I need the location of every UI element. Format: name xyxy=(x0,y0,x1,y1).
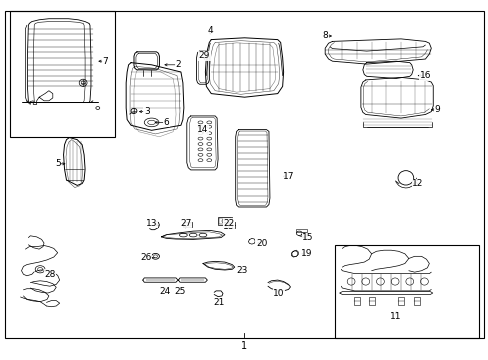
Text: 15: 15 xyxy=(302,233,313,242)
Text: 17: 17 xyxy=(282,172,294,181)
Bar xyxy=(183,222,192,227)
Text: 7: 7 xyxy=(102,57,108,66)
Text: 28: 28 xyxy=(44,270,56,279)
Text: 2: 2 xyxy=(175,60,181,69)
Text: 4: 4 xyxy=(207,26,213,35)
Text: 25: 25 xyxy=(174,287,185,296)
Text: 11: 11 xyxy=(389,312,401,321)
Bar xyxy=(224,222,234,228)
Text: 22: 22 xyxy=(223,219,234,228)
Text: 9: 9 xyxy=(434,105,440,114)
Text: 8: 8 xyxy=(322,31,327,40)
Text: 27: 27 xyxy=(180,219,191,228)
Bar xyxy=(10,11,115,137)
Text: 3: 3 xyxy=(143,107,149,116)
Bar xyxy=(224,223,233,227)
Bar xyxy=(397,297,403,305)
Text: 29: 29 xyxy=(198,51,210,60)
Text: 26: 26 xyxy=(140,253,151,262)
Text: 19: 19 xyxy=(301,249,312,258)
Bar xyxy=(296,229,306,232)
Text: 21: 21 xyxy=(213,298,224,307)
Bar xyxy=(219,218,230,224)
Text: 24: 24 xyxy=(159,287,171,296)
Bar xyxy=(217,217,232,225)
Bar xyxy=(353,297,359,305)
Bar xyxy=(368,297,374,305)
Bar xyxy=(334,245,478,338)
Text: 1: 1 xyxy=(241,341,247,351)
Text: 16: 16 xyxy=(419,71,430,80)
Text: 12: 12 xyxy=(411,179,423,188)
Text: 13: 13 xyxy=(145,219,157,228)
Text: 6: 6 xyxy=(163,118,169,127)
Bar xyxy=(184,223,191,226)
Text: 14: 14 xyxy=(197,125,208,134)
Text: 5: 5 xyxy=(55,159,61,168)
Text: 10: 10 xyxy=(272,289,284,298)
Text: 18: 18 xyxy=(223,222,234,231)
Text: 20: 20 xyxy=(255,238,267,248)
Bar xyxy=(413,297,419,305)
Text: 23: 23 xyxy=(236,266,247,275)
